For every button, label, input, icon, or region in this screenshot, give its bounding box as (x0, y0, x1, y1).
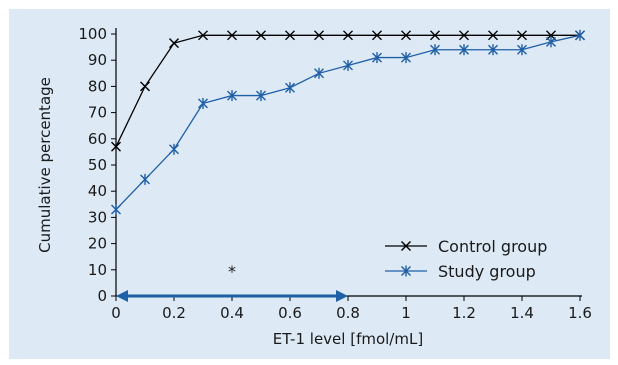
data-point (459, 30, 469, 41)
data-point (314, 67, 324, 79)
legend-swatch-marker (401, 241, 411, 251)
legend-item: Study group (385, 262, 536, 281)
cumulative-percentage-chart: 0 10 20 30 40 50 60 70 80 90 100 0 0.2 0.4 0.6 0.8 1 1.2 1… (36, 25, 592, 348)
range-arrow-head-left (116, 290, 128, 302)
data-point (401, 52, 411, 64)
x-axis-title: ET-1 level [fmol/mL] (273, 330, 423, 348)
data-point (256, 90, 266, 102)
y-axis-title: Cumulative percentage (36, 77, 54, 253)
x-tick-label: 0 (111, 304, 121, 322)
data-point (517, 44, 527, 56)
y-tick-label: 10 (88, 261, 107, 279)
y-tick-label: 100 (78, 25, 107, 43)
annotation-layer: * (228, 262, 236, 281)
x-tick-label: 1.6 (568, 304, 592, 322)
data-point (372, 30, 382, 41)
data-point (198, 30, 208, 41)
data-point (575, 29, 585, 41)
data-point (430, 30, 440, 41)
x-tick-label: 0.2 (162, 304, 186, 322)
x-tick-label: 1.2 (452, 304, 476, 322)
data-point (488, 30, 498, 41)
y-tick-label: 0 (97, 287, 107, 305)
data-point (198, 97, 208, 109)
data-point (111, 141, 121, 152)
data-point (343, 30, 353, 41)
data-point (459, 44, 469, 56)
y-tick-label: 50 (88, 156, 107, 174)
y-tick-label: 20 (88, 235, 107, 253)
data-point (227, 90, 237, 102)
data-point (285, 30, 295, 41)
y-tick-label: 60 (88, 130, 107, 148)
data-point (372, 52, 382, 64)
significance-asterisk: * (228, 262, 236, 281)
data-point (111, 204, 121, 216)
data-point (488, 44, 498, 56)
data-point (430, 44, 440, 56)
data-point (227, 30, 237, 41)
legend-label: Study group (438, 262, 536, 281)
x-tick-label: 0.6 (278, 304, 302, 322)
tick-labels: 0 10 20 30 40 50 60 70 80 90 100 0 0.2 0.4 0.6 0.8 1 1.2 1… (78, 25, 592, 322)
data-point (314, 30, 324, 41)
data-point (169, 38, 179, 49)
data-point (256, 30, 266, 41)
y-tick-label: 80 (88, 77, 107, 95)
legend-swatch-marker (401, 265, 411, 277)
range-arrow-head-right (336, 290, 348, 302)
data-point (169, 143, 179, 155)
legend-label: Control group (438, 237, 547, 256)
x-tick-label: 0.8 (336, 304, 360, 322)
x-tick-label: 0.4 (220, 304, 244, 322)
legend-item: Control group (385, 237, 547, 256)
data-point (517, 30, 527, 41)
chart-panel: 0 10 20 30 40 50 60 70 80 90 100 0 0.2 0.4 0.6 0.8 1 1.2 1… (9, 9, 610, 359)
data-point (401, 30, 411, 41)
x-tick-label: 1.4 (510, 304, 534, 322)
y-tick-label: 40 (88, 182, 107, 200)
range-arrow (116, 290, 348, 302)
data-point (140, 173, 150, 185)
y-tick-label: 90 (88, 51, 107, 69)
series-1 (111, 30, 585, 152)
data-point (285, 82, 295, 94)
series-2 (111, 29, 585, 216)
data-point (140, 81, 150, 92)
x-tick-label: 1 (401, 304, 411, 322)
y-tick-label: 30 (88, 208, 107, 226)
legend: Control group Study group (385, 237, 547, 281)
data-point (343, 59, 353, 71)
series-layer (111, 29, 585, 216)
y-tick-label: 70 (88, 104, 107, 122)
tick-marks (111, 33, 581, 301)
data-point (546, 36, 556, 48)
